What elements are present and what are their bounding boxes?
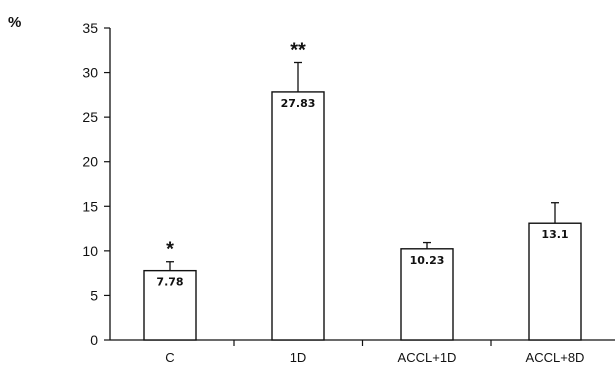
y-tick-label: 10 [82,243,98,259]
x-tick-label: ACCL+1D [398,350,457,365]
data-label: 13.1 [541,228,568,241]
significance-marker: ** [290,39,306,61]
y-tick-label: 5 [90,287,98,303]
bar [528,222,582,341]
x-tick-label: 1D [290,350,307,365]
y-tick-label: 15 [82,198,98,214]
y-axis-label: % [8,14,21,31]
data-label: 10.23 [410,254,445,267]
x-tick-label: C [165,350,174,365]
data-label: 27.83 [281,97,316,110]
significance-marker: * [166,239,174,261]
y-tick-label: 20 [82,154,98,170]
x-tick-label: ACCL+8D [526,350,585,365]
data-label: 7.78 [156,276,183,289]
y-tick-label: 0 [90,332,98,348]
y-tick-label: 25 [82,109,98,125]
bar [400,248,454,341]
bar [271,91,325,341]
y-tick-label: 30 [82,65,98,81]
y-tick-label: 35 [82,20,98,36]
